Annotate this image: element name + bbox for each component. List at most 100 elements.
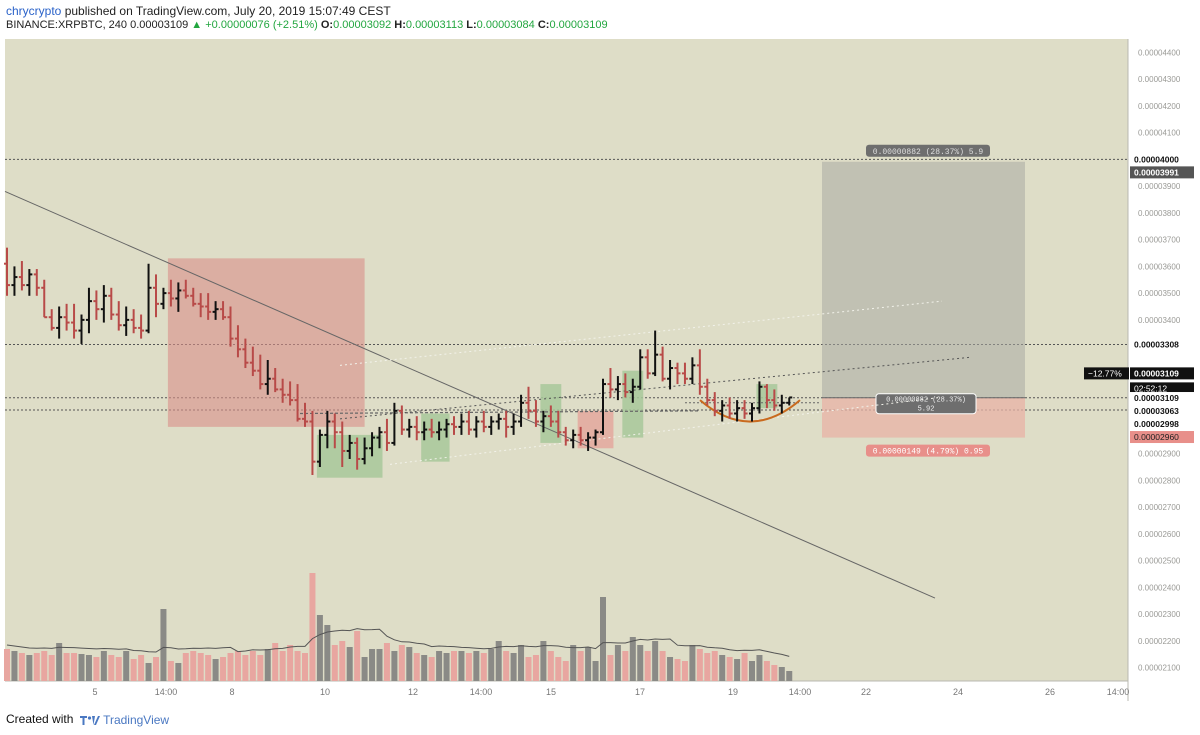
volume-bar: [749, 661, 755, 681]
low-label: L:: [466, 19, 477, 31]
x-tick-label: 8: [229, 687, 234, 697]
volume-bar: [264, 649, 271, 681]
high-value: 0.00003113: [405, 19, 464, 31]
volume-bar: [257, 655, 264, 681]
close-label: C:: [537, 19, 550, 31]
created-with-text: Created with: [6, 712, 74, 726]
volume-bar: [652, 641, 659, 681]
y-tick-label: 0.00004300: [1138, 75, 1181, 84]
y-tick-label: 0.00002300: [1138, 610, 1181, 619]
volume-bar: [555, 657, 562, 681]
volume-bar: [48, 655, 55, 681]
volume-bar: [138, 655, 145, 681]
volume-bar: [205, 655, 212, 681]
volume-bar: [123, 651, 130, 681]
volume-bar: [249, 651, 256, 681]
volume-bar: [369, 649, 376, 681]
info-box: [875, 393, 977, 415]
volume-bar: [704, 653, 711, 681]
volume-bar: [592, 661, 599, 681]
x-tick-label: 24: [953, 687, 963, 697]
volume-bar: [324, 625, 331, 681]
volume-bar: [78, 654, 85, 681]
downtrend-line: [4, 191, 936, 599]
volume-bar: [547, 651, 554, 681]
price-label-text: 0.00003109: [1134, 368, 1179, 378]
last-price: 0.00003109: [130, 19, 189, 31]
volume-bar: [71, 653, 78, 681]
y-tick-label: 0.00002900: [1138, 450, 1181, 459]
volume-bar: [33, 653, 40, 681]
volume-bar: [421, 655, 428, 681]
price-label-text: 02:52:12: [1134, 383, 1167, 393]
volume-bar: [331, 645, 338, 681]
price-label: [1130, 418, 1194, 431]
tradingview-brand[interactable]: TradingView: [103, 712, 170, 727]
volume-bar: [465, 653, 472, 681]
ohlc-legend: BINANCE:XRPBTC, 240 0.00003109 ▲ +0.0000…: [6, 19, 608, 31]
volume-bar: [234, 651, 241, 681]
author-link[interactable]: chrycrypto: [6, 4, 62, 18]
profit-zone: [822, 161, 1025, 398]
volume-bar: [354, 631, 361, 681]
volume-bar: [160, 609, 167, 681]
y-tick-label: 0.00002700: [1138, 503, 1181, 512]
volume-bar: [339, 641, 346, 681]
volume-bar: [510, 653, 517, 681]
volume-bar: [85, 655, 92, 681]
price-label: [1130, 338, 1194, 351]
y-tick-label: 0.00004100: [1138, 129, 1181, 138]
volume-bar: [428, 657, 435, 681]
x-tick-label: 14:00: [789, 687, 812, 697]
y-tick-label: 0.00003900: [1138, 182, 1181, 191]
volume-bar: [711, 651, 718, 681]
volume-bar: [503, 651, 510, 681]
volume-bar: [659, 651, 666, 681]
x-tick-label: 19: [728, 687, 738, 697]
highlight-box: [167, 258, 365, 427]
volume-bar: [562, 661, 569, 681]
volume-bar: [540, 641, 547, 681]
volume-bar: [451, 651, 457, 681]
price-label-text: 0.00003109: [1134, 393, 1179, 403]
volume-bar: [607, 655, 614, 681]
target-tag: [866, 144, 990, 157]
volume-bar: [4, 649, 10, 681]
volume-bar: [622, 651, 629, 681]
y-tick-label: 0.00003800: [1138, 209, 1181, 218]
x-tick-label: 12: [408, 687, 418, 697]
price-label-text: 0.00003308: [1134, 339, 1179, 349]
volume-bar: [637, 645, 644, 681]
stop-tag-text: 0.00000149 (4.79%) 0.95: [873, 448, 984, 457]
price-label-text: 0.00004000: [1134, 154, 1179, 164]
price-chart[interactable]: 0.00004400 0.00004300 0.00004200 0.00004100…: [0, 36, 1200, 704]
y-tick-label: 0.00004200: [1138, 102, 1181, 111]
price-label: [1130, 382, 1194, 395]
volume-bar: [182, 653, 189, 681]
volume-bar: [346, 647, 353, 681]
channel-mid-line: [339, 356, 971, 420]
pct-label-text: −12.77%: [1088, 368, 1122, 378]
volume-bar: [585, 647, 592, 681]
publish-info: published on TradingView.com, July 20, 2…: [64, 4, 391, 18]
x-tick-label: 14:00: [470, 687, 493, 697]
volume-bar: [130, 659, 137, 681]
y-tick-label: 0.00003500: [1138, 289, 1181, 298]
chart-header: chrycrypto published on TradingView.com,…: [0, 0, 1200, 36]
x-tick-label: 14:00: [1107, 687, 1130, 697]
price-label: [1130, 367, 1194, 380]
volume-bar: [287, 645, 294, 681]
volume-bar: [272, 643, 279, 681]
volume-bar: [443, 653, 450, 681]
volume-bar: [153, 657, 159, 681]
tradingview-logo-icon: [79, 715, 100, 725]
volume-bar: [600, 597, 606, 681]
volume-bar: [294, 651, 301, 681]
volume-bar: [681, 661, 688, 681]
volume-bar: [771, 665, 778, 681]
volume-bar: [689, 645, 696, 681]
x-tick-label: 22: [861, 687, 871, 697]
volume-bar: [719, 655, 726, 681]
volume-bar: [577, 651, 584, 681]
volume-bar: [56, 643, 63, 681]
